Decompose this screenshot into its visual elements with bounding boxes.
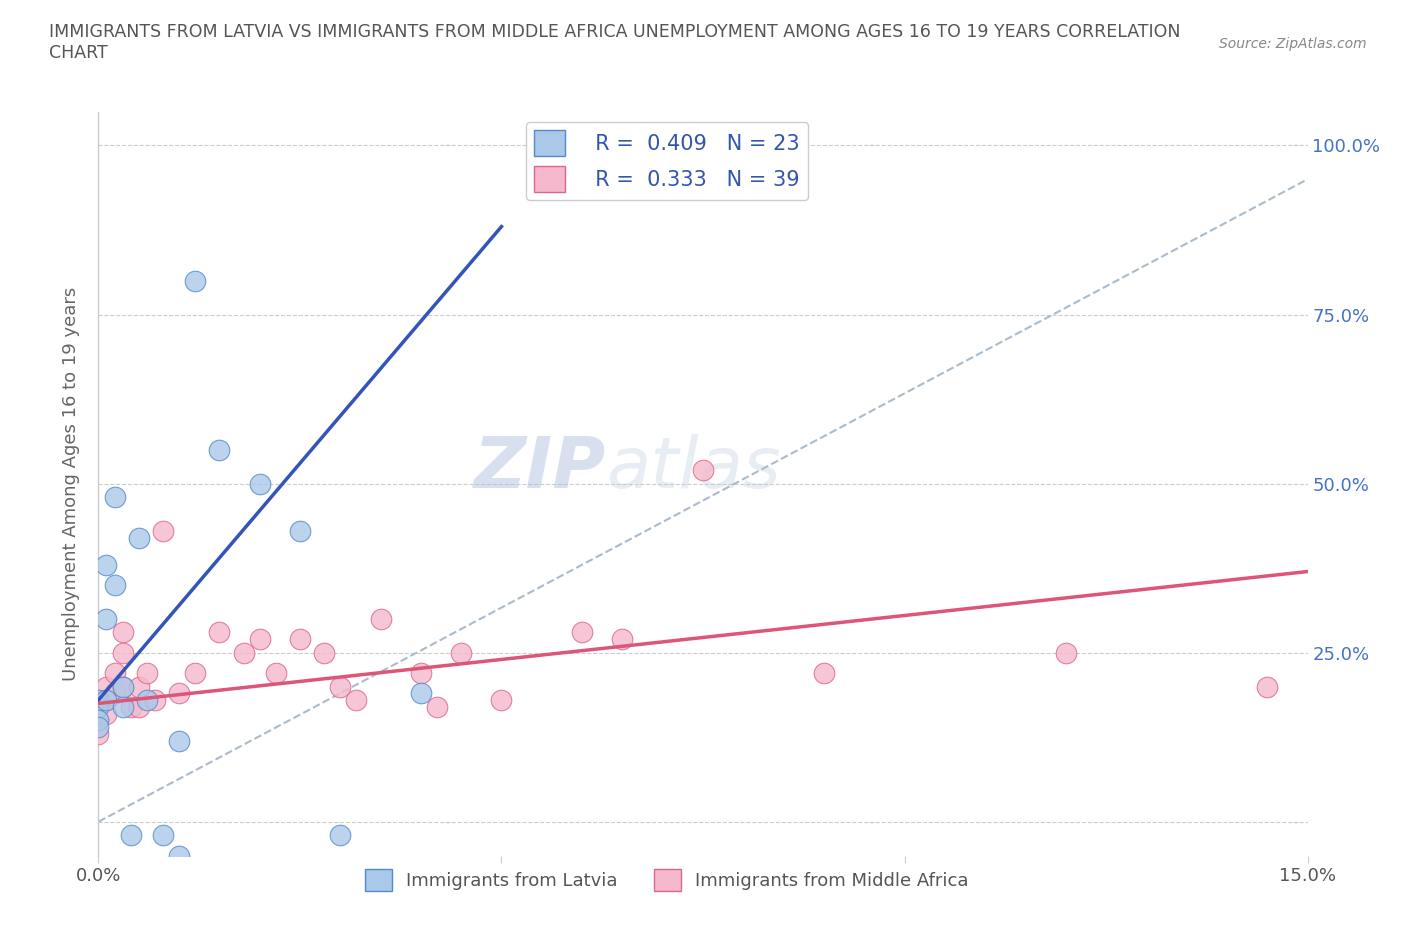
Point <box>128 530 150 545</box>
Point <box>111 645 134 660</box>
Point <box>111 679 134 694</box>
Point <box>264 666 287 681</box>
Point <box>344 693 367 708</box>
Point <box>135 666 157 681</box>
Point <box>103 685 125 700</box>
Point <box>167 733 190 748</box>
Point <box>249 476 271 491</box>
Point <box>96 679 118 694</box>
Point <box>249 631 271 646</box>
Point <box>143 693 166 708</box>
Point <box>1256 679 1278 694</box>
Point <box>120 699 142 714</box>
Point <box>329 679 352 694</box>
Point <box>103 490 125 505</box>
Y-axis label: Unemployment Among Ages 16 to 19 years: Unemployment Among Ages 16 to 19 years <box>62 286 80 681</box>
Point <box>167 685 190 700</box>
Point <box>111 679 134 694</box>
Point <box>87 699 110 714</box>
Point <box>96 611 118 626</box>
Point <box>87 693 110 708</box>
Point <box>409 666 432 681</box>
Legend: Immigrants from Latvia, Immigrants from Middle Africa: Immigrants from Latvia, Immigrants from … <box>357 862 976 898</box>
Point <box>87 720 110 735</box>
Point <box>111 625 134 640</box>
Point <box>288 631 311 646</box>
Text: atlas: atlas <box>606 434 780 503</box>
Point <box>87 693 110 708</box>
Point <box>152 828 174 843</box>
Point <box>491 693 513 708</box>
Point <box>111 699 134 714</box>
Point <box>128 679 150 694</box>
Point <box>813 666 835 681</box>
Point <box>612 631 634 646</box>
Point <box>87 726 110 741</box>
Point <box>314 645 336 660</box>
Point <box>329 828 352 843</box>
Point <box>232 645 254 660</box>
Point <box>184 666 207 681</box>
Point <box>96 693 118 708</box>
Point <box>208 625 231 640</box>
Text: IMMIGRANTS FROM LATVIA VS IMMIGRANTS FROM MIDDLE AFRICA UNEMPLOYMENT AMONG AGES : IMMIGRANTS FROM LATVIA VS IMMIGRANTS FRO… <box>49 23 1181 62</box>
Point <box>426 699 449 714</box>
Point <box>128 699 150 714</box>
Point <box>120 828 142 843</box>
Point <box>87 699 110 714</box>
Point <box>87 713 110 728</box>
Text: Source: ZipAtlas.com: Source: ZipAtlas.com <box>1219 37 1367 51</box>
Point <box>409 685 432 700</box>
Point <box>96 706 118 721</box>
Point <box>692 462 714 477</box>
Point <box>103 666 125 681</box>
Point <box>135 693 157 708</box>
Point <box>288 524 311 538</box>
Text: ZIP: ZIP <box>474 434 606 503</box>
Point <box>370 611 392 626</box>
Point <box>1054 645 1077 660</box>
Point <box>167 848 190 863</box>
Point <box>152 524 174 538</box>
Point <box>208 443 231 458</box>
Point <box>96 693 118 708</box>
Point <box>184 273 207 288</box>
Point <box>571 625 593 640</box>
Point <box>103 578 125 592</box>
Point <box>96 557 118 572</box>
Point <box>450 645 472 660</box>
Point <box>87 713 110 728</box>
